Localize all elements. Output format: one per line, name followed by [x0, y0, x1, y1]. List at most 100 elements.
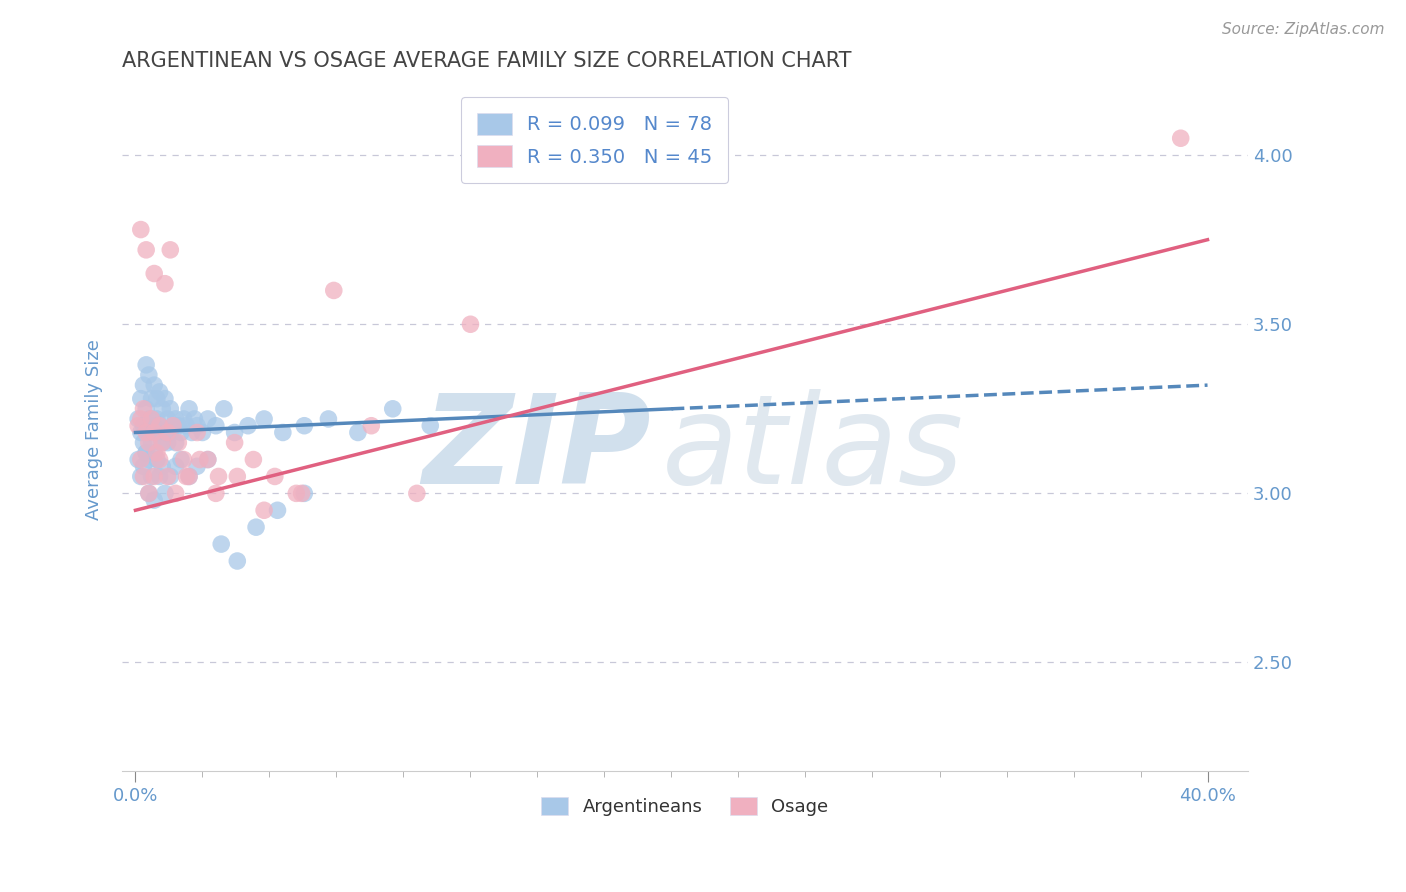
Point [135, 446, 157, 460]
Point [129, 452, 152, 467]
Point [146, 452, 169, 467]
Point [135, 446, 157, 460]
Point [165, 486, 187, 500]
Point [170, 425, 193, 440]
Text: Source: ZipAtlas.com: Source: ZipAtlas.com [1222, 22, 1385, 37]
Point [143, 469, 166, 483]
Point [159, 401, 181, 416]
Point [460, 318, 482, 332]
Point [143, 418, 166, 433]
Point [127, 418, 149, 433]
Point [271, 425, 294, 440]
Text: ARGENTINEAN VS OSAGE AVERAGE FAMILY SIZE CORRELATION CHART: ARGENTINEAN VS OSAGE AVERAGE FAMILY SIZE… [122, 51, 852, 70]
Point [138, 425, 160, 440]
Point [173, 452, 195, 467]
Point [129, 412, 152, 426]
Point [156, 425, 179, 440]
Point [129, 222, 152, 236]
Point [148, 384, 170, 399]
Point [405, 486, 427, 500]
Point [146, 392, 169, 406]
Point [167, 435, 190, 450]
Point [141, 412, 163, 426]
Point [197, 452, 219, 467]
Point [150, 459, 173, 474]
Point [135, 358, 157, 372]
Point [156, 412, 179, 426]
Point [188, 452, 211, 467]
Point [242, 452, 264, 467]
Point [381, 401, 404, 416]
Point [141, 435, 163, 450]
Point [146, 446, 169, 460]
Point [177, 469, 200, 483]
Point [292, 486, 315, 500]
Point [165, 412, 187, 426]
Point [143, 378, 166, 392]
Point [132, 469, 155, 483]
Point [186, 459, 208, 474]
Point [419, 418, 441, 433]
Text: ZIP: ZIP [422, 389, 651, 510]
Point [186, 418, 208, 433]
Point [153, 486, 176, 500]
Point [177, 469, 200, 483]
Point [143, 493, 166, 508]
Point [318, 412, 340, 426]
Point [1170, 131, 1192, 145]
Point [129, 425, 152, 440]
Point [322, 284, 344, 298]
Point [253, 503, 276, 517]
Point [224, 425, 246, 440]
Point [191, 425, 214, 440]
Point [132, 401, 155, 416]
Point [266, 503, 288, 517]
Point [183, 412, 205, 426]
Point [159, 425, 181, 440]
Point [173, 412, 195, 426]
Point [209, 537, 232, 551]
Point [143, 446, 166, 460]
Point [176, 469, 198, 483]
Point [153, 392, 176, 406]
Point [226, 554, 249, 568]
Point [150, 435, 173, 450]
Point [150, 401, 173, 416]
Point [138, 486, 160, 500]
Point [236, 418, 259, 433]
Point [146, 425, 169, 440]
Point [156, 435, 179, 450]
Point [224, 435, 246, 450]
Point [148, 418, 170, 433]
Point [153, 277, 176, 291]
Point [127, 452, 149, 467]
Point [135, 425, 157, 440]
Point [132, 378, 155, 392]
Point [141, 469, 163, 483]
Point [129, 392, 152, 406]
Legend: Argentineans, Osage: Argentineans, Osage [534, 789, 835, 823]
Point [197, 452, 219, 467]
Point [205, 418, 228, 433]
Point [212, 401, 235, 416]
Point [127, 412, 149, 426]
Point [165, 459, 187, 474]
Point [138, 412, 160, 426]
Point [159, 469, 181, 483]
Point [285, 486, 308, 500]
Point [177, 401, 200, 416]
Point [162, 418, 184, 433]
Point [292, 418, 315, 433]
Point [135, 243, 157, 257]
Point [153, 425, 176, 440]
Point [245, 520, 267, 534]
Point [146, 412, 169, 426]
Point [167, 418, 190, 433]
Point [148, 452, 170, 467]
Point [347, 425, 370, 440]
Point [170, 452, 193, 467]
Point [148, 418, 170, 433]
Point [141, 412, 163, 426]
Point [135, 401, 157, 416]
Point [205, 486, 228, 500]
